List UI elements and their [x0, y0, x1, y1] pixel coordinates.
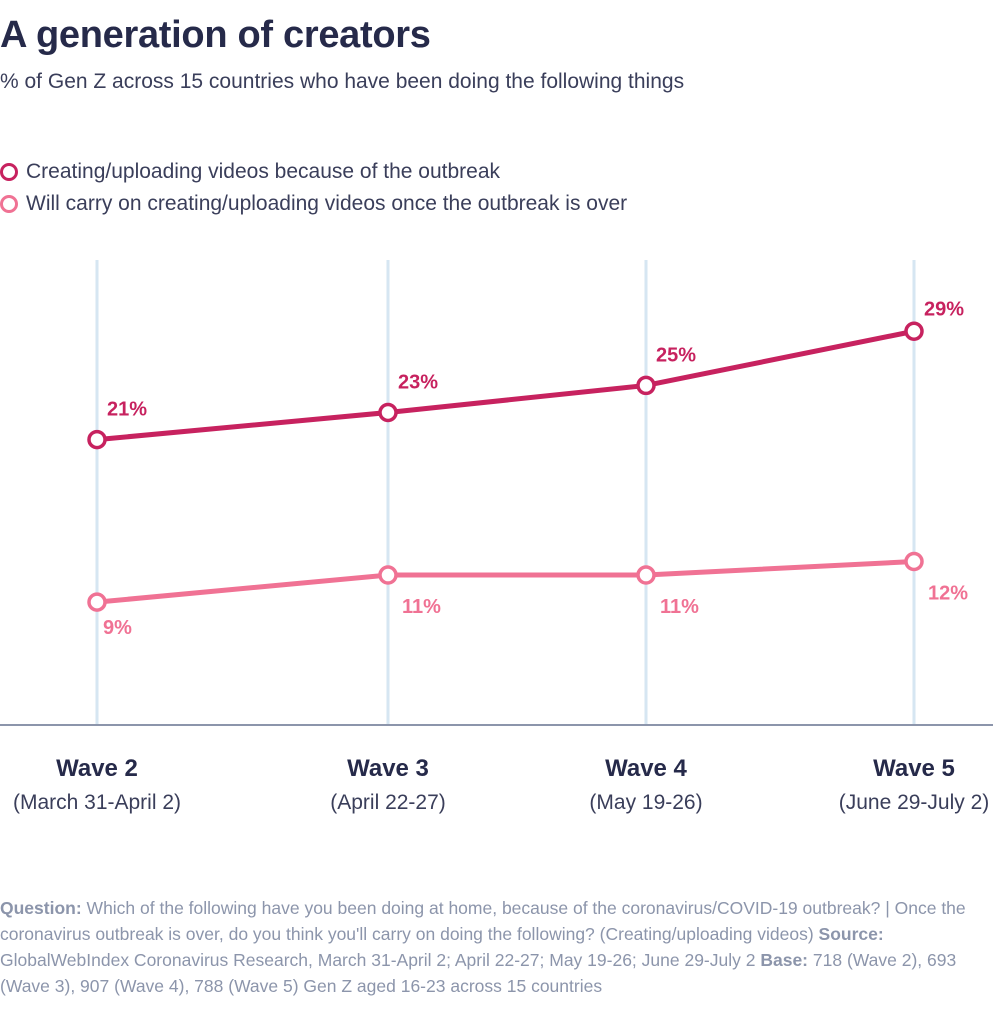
series-line-1: [94, 328, 917, 443]
legend-circle-icon: [0, 163, 18, 181]
data-label-s1-0: 21%: [107, 399, 147, 421]
x-tick-label: Wave 3: [347, 755, 429, 782]
x-axis-labels: Wave 2 (March 31-April 2) Wave 3 (April …: [0, 755, 999, 835]
source-text: GlobalWebIndex Coronavirus Research, Mar…: [0, 950, 756, 970]
x-tick-label: Wave 4: [605, 755, 687, 782]
legend-item-creating: Creating/uploading videos because of the…: [0, 156, 627, 188]
chart-footnote: Question: Which of the following have yo…: [0, 895, 990, 999]
x-tick-dates: (April 22-27): [330, 791, 446, 814]
legend-item-carry-on: Will carry on creating/uploading videos …: [0, 188, 627, 220]
data-label-s2-1: 11%: [402, 596, 441, 618]
base-text: 718 (Wave 2), 693 (Wave 3), 907 (Wave 4)…: [0, 950, 957, 996]
data-label-s1-2: 25%: [656, 344, 696, 366]
data-point-s1-2: [636, 375, 656, 396]
question-text: Which of the following have you been doi…: [0, 898, 966, 944]
legend-label-creating: Creating/uploading videos because of the…: [26, 160, 500, 183]
x-tick-dates: (May 19-26): [589, 791, 703, 814]
legend: Creating/uploading videos because of the…: [0, 156, 627, 220]
x-tick-label: Wave 5: [873, 755, 955, 782]
data-point-s2-3: [904, 551, 924, 572]
chart-title: A generation of creators: [0, 14, 431, 56]
chart-subtitle: % of Gen Z across 15 countries who have …: [0, 70, 685, 93]
x-tick-label: Wave 2: [56, 755, 138, 782]
source-label: Source:: [818, 924, 884, 944]
data-label-s1-1: 23%: [398, 372, 438, 394]
data-point-s1-3: [904, 321, 924, 342]
data-point-s2-0: [87, 592, 107, 612]
legend-label-carry-on: Will carry on creating/uploading videos …: [26, 192, 628, 215]
x-category-wave-4: Wave 4 (May 19-26): [589, 755, 702, 815]
x-tick-dates: (June 29-July 2): [838, 791, 990, 814]
data-point-s1-0: [87, 429, 107, 450]
data-point-s2-1: [378, 565, 398, 585]
base-label: Base:: [760, 950, 809, 970]
x-category-wave-5: Wave 5 (June 29-July 2): [839, 755, 990, 815]
legend-circle-icon: [0, 195, 18, 213]
data-point-s2-2: [636, 565, 656, 585]
series-line-2: [94, 558, 917, 605]
data-label-s2-3: 12%: [928, 582, 968, 604]
x-tick-dates: (March 31-April 2): [12, 791, 182, 814]
data-label-s2-0: 9%: [103, 617, 132, 639]
data-point-s1-1: [378, 402, 398, 423]
line-chart: 21% 23% 25% 29% 9% 11% 11% 12%: [0, 260, 993, 726]
data-label-s1-3: 29%: [924, 298, 964, 320]
data-label-s2-2: 11%: [660, 596, 699, 618]
x-category-wave-3: Wave 3 (April 22-27): [330, 755, 446, 815]
x-category-wave-2: Wave 2 (March 31-April 2): [13, 755, 181, 815]
question-label: Question:: [0, 898, 82, 918]
